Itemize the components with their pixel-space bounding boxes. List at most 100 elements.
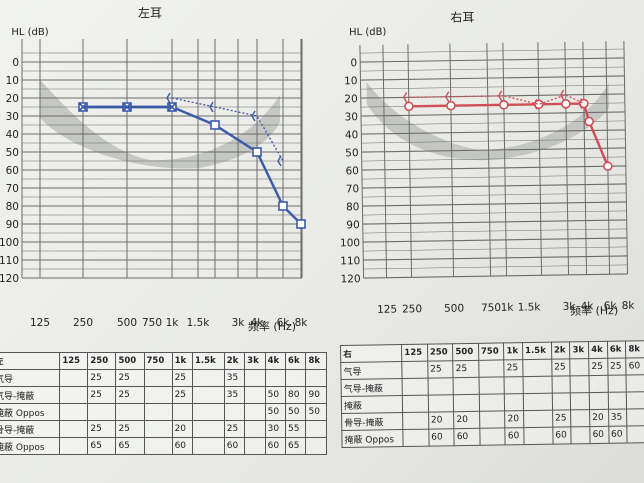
right-y-tick-label: 0 (350, 57, 357, 69)
left-table-cell (192, 369, 225, 387)
right-ear-chart: 0 10 20 30 40 50 60 70 80 90 100 110 120 125 250 500 750… (340, 9, 636, 318)
right-v-gridline (623, 40, 629, 274)
left-y-tick-label: 50 (6, 147, 19, 159)
left-table-cell: 25 (171, 369, 194, 387)
left-table-header-cell: 左 (0, 352, 61, 370)
right-table-cell (479, 410, 506, 429)
left-x-tick-label: 1k (166, 317, 180, 329)
left-table-cell (59, 420, 89, 438)
left-x-axis-label: 频率 (Hz) (248, 319, 296, 333)
left-table-cell (59, 437, 89, 455)
right-table-header-cell: 500 (452, 343, 479, 361)
left-bone-point (251, 110, 256, 122)
right-v-gridline (382, 44, 388, 278)
left-table-cell: 65 (87, 437, 117, 455)
right-bone-line (408, 94, 585, 105)
right-x-tick-label: 8k (622, 300, 636, 312)
right-table-cell: 60 (428, 428, 455, 447)
right-v-gridline (537, 42, 543, 276)
right-h-gridline (360, 48, 625, 54)
left-table-cell (285, 369, 307, 387)
right-v-gridline (564, 41, 570, 275)
right-table-cell: 20 (428, 411, 455, 430)
right-table-cell (402, 361, 428, 379)
right-x-axis-label: 频率 (Hz) (570, 303, 618, 318)
right-x-tick-label: 250 (402, 303, 422, 315)
right-air-point (446, 100, 456, 111)
right-table-cell (453, 394, 480, 412)
right-table-cell: 25 (552, 409, 572, 428)
right-table-cell (589, 392, 609, 410)
right-x-tick-label: 4k (581, 300, 595, 312)
right-x-tick-label: 750 (481, 302, 501, 314)
right-table-cell (589, 375, 608, 393)
right-table-header-cell: 3k (569, 341, 589, 359)
right-v-gridline (359, 45, 365, 279)
right-table-cell (571, 409, 590, 427)
right-table-cell (522, 359, 552, 377)
right-table-cell: 60 (552, 426, 572, 445)
right-v-gridline (605, 41, 611, 275)
right-bone-point (444, 91, 450, 103)
right-h-gridline (361, 129, 626, 135)
right-h-gridline (362, 210, 627, 216)
right-h-gridline (361, 138, 626, 144)
left-y-tick-label: 40 (6, 129, 19, 141)
right-table-cell: 60 (608, 426, 628, 444)
left-table-header-cell: 250 (87, 352, 117, 370)
left-table-cell (264, 369, 287, 387)
right-air-point (561, 99, 571, 109)
right-table-cell (523, 427, 553, 445)
left-y-tick-label: 60 (6, 165, 19, 177)
left-air_unmasked-point (78, 102, 88, 112)
right-x-tick-label: 500 (444, 302, 464, 314)
right-table-cell (428, 394, 454, 413)
right-table-cell: 20 (504, 410, 524, 428)
left-table-cell (143, 437, 173, 455)
left-table-cell (244, 403, 266, 421)
left-x-tick-label: 6k (277, 317, 291, 329)
right-h-gridline (362, 237, 627, 243)
right-table-cell (504, 376, 524, 394)
right-x-tick-label: 1k (501, 302, 515, 314)
right-table-row-label: 气导 (340, 361, 403, 380)
right-v-gridline (486, 43, 492, 277)
left-table-cell: 50 (305, 403, 327, 421)
right-table-cell: 60 (454, 428, 480, 446)
left-table-cell (143, 369, 173, 387)
right-table-header-cell: 2k (551, 341, 571, 360)
right-table-cell (607, 375, 627, 393)
right-table-cell: 60 (505, 427, 525, 445)
left-table-cell: 65 (285, 437, 307, 455)
right-x-tick-label: 125 (377, 304, 397, 316)
right-table-cell: 35 (608, 409, 628, 427)
left-table-cell (143, 403, 173, 421)
left-table-cell (143, 386, 173, 404)
left-table-cell (305, 369, 327, 387)
left-bone-point (166, 92, 171, 104)
right-h-gridline (363, 264, 628, 270)
right-table-cell (402, 412, 429, 430)
left-table-header-cell: 125 (59, 352, 89, 370)
left-y-tick-label: 110 (0, 255, 19, 267)
left-bone-point (277, 155, 282, 167)
left-x-tick-label: 4k (251, 317, 265, 329)
right-h-gridline (361, 120, 626, 126)
left-bone-point (209, 101, 214, 113)
left-table-header-cell: 6k (285, 352, 307, 370)
right-table-header-cell: 4k (588, 341, 608, 359)
left-table-cell (59, 403, 89, 421)
right-table-cell (626, 408, 644, 427)
left-ear-chart: 0 10 20 30 40 50 60 70 80 90 100 110 120 125 250 500 750… (0, 5, 308, 333)
right-h-gridline (362, 192, 627, 198)
left-x-tick-label: 250 (73, 317, 93, 329)
left-air_unmasked-point (122, 102, 132, 112)
right-h-gridline (363, 246, 628, 252)
left-table-header-cell: 3k (244, 352, 266, 370)
right-table-cell: 25 (427, 360, 454, 379)
right-table-cell (552, 392, 572, 411)
